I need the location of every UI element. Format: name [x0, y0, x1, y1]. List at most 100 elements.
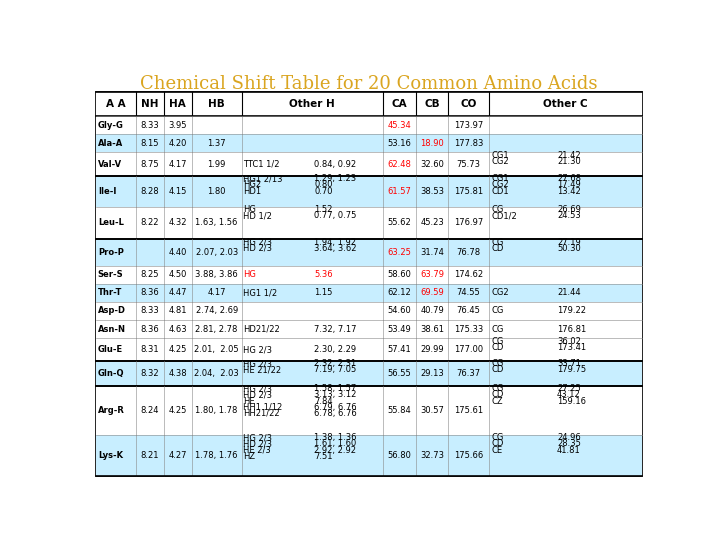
Text: Chemical Shift Table for 20 Common Amino Acids: Chemical Shift Table for 20 Common Amino… [140, 75, 598, 93]
Text: 38.61: 38.61 [420, 325, 444, 334]
Text: CD: CD [492, 343, 504, 352]
Text: 0.80: 0.80 [315, 180, 333, 190]
Text: Ile-I: Ile-I [98, 187, 116, 195]
Text: 4.38: 4.38 [168, 369, 187, 378]
Text: HG1 2/13: HG1 2/13 [243, 174, 283, 183]
Text: 8.24: 8.24 [140, 406, 159, 415]
Text: HG: HG [243, 270, 256, 279]
Text: Leu-L: Leu-L [98, 219, 124, 227]
Text: 2.92, 2.92: 2.92, 2.92 [315, 446, 356, 455]
Text: HD 1/2: HD 1/2 [243, 211, 272, 220]
Text: HE: HE [243, 396, 255, 406]
Text: CG2: CG2 [492, 288, 509, 298]
Text: NH: NH [141, 99, 158, 109]
Text: 4.50: 4.50 [168, 270, 186, 279]
Text: 36.02: 36.02 [557, 336, 581, 346]
Text: 8.15: 8.15 [140, 139, 159, 147]
Text: 179.75: 179.75 [557, 366, 586, 374]
Text: 2.30, 2.29: 2.30, 2.29 [315, 345, 356, 354]
Text: 159.16: 159.16 [557, 396, 586, 406]
Text: 43.12: 43.12 [557, 390, 581, 400]
Text: 7.32, 7.17: 7.32, 7.17 [315, 325, 357, 334]
FancyBboxPatch shape [96, 92, 642, 116]
Text: CG: CG [492, 307, 504, 315]
Text: 29.13: 29.13 [420, 369, 444, 378]
Text: 175.33: 175.33 [454, 325, 483, 334]
Text: CB: CB [425, 99, 440, 109]
Text: Thr-T: Thr-T [98, 288, 122, 298]
Text: CG: CG [492, 359, 504, 368]
Text: HD 2/3: HD 2/3 [243, 440, 272, 448]
Text: 175.81: 175.81 [454, 187, 483, 195]
FancyBboxPatch shape [96, 116, 642, 134]
Text: 1.58, 1.57: 1.58, 1.57 [315, 384, 356, 393]
Text: Gly-G: Gly-G [98, 120, 124, 130]
Text: 76.45: 76.45 [456, 307, 480, 315]
Text: 8.28: 8.28 [140, 187, 159, 195]
Text: 27.68: 27.68 [557, 174, 581, 183]
Text: CD: CD [492, 440, 504, 448]
Text: HG 2/3: HG 2/3 [243, 359, 272, 368]
Text: HE 2/3: HE 2/3 [243, 446, 271, 455]
Text: 1.80: 1.80 [207, 187, 226, 195]
Text: 2.32, 2.31: 2.32, 2.31 [315, 359, 356, 368]
Text: 173.97: 173.97 [454, 120, 483, 130]
Text: CG: CG [492, 238, 504, 247]
Text: HG 2/3: HG 2/3 [243, 238, 272, 247]
Text: HD1: HD1 [243, 186, 261, 195]
Text: CZ: CZ [492, 396, 503, 406]
Text: 2.81, 2.78: 2.81, 2.78 [195, 325, 238, 334]
Text: 55.62: 55.62 [388, 219, 412, 227]
Text: CD: CD [492, 390, 504, 400]
Text: 33.71: 33.71 [557, 359, 581, 368]
Text: 2.01,  2.05: 2.01, 2.05 [194, 345, 239, 354]
Text: 69.59: 69.59 [420, 288, 444, 298]
Text: CG1: CG1 [492, 151, 509, 160]
FancyBboxPatch shape [96, 152, 642, 176]
Text: 4.20: 4.20 [168, 139, 186, 147]
Text: CE: CE [492, 446, 503, 455]
Text: 1.38, 1.36: 1.38, 1.36 [315, 433, 357, 442]
Text: 7.19, 7.05: 7.19, 7.05 [315, 366, 356, 374]
Text: 63.79: 63.79 [420, 270, 444, 279]
Text: CO: CO [460, 99, 477, 109]
Text: HA: HA [169, 99, 186, 109]
Text: 173.41: 173.41 [557, 343, 586, 352]
Text: CG: CG [492, 325, 504, 334]
Text: 4.63: 4.63 [168, 325, 187, 334]
Text: 30.57: 30.57 [420, 406, 444, 415]
Text: TTC1 1/2: TTC1 1/2 [243, 159, 280, 168]
Text: 21.30: 21.30 [557, 157, 581, 166]
Text: HG 2/3: HG 2/3 [243, 433, 272, 442]
Text: 8.36: 8.36 [140, 288, 159, 298]
FancyBboxPatch shape [96, 320, 642, 338]
Text: 76.78: 76.78 [456, 248, 481, 257]
Text: 28.35: 28.35 [557, 440, 581, 448]
Text: CG: CG [492, 384, 504, 393]
Text: 4.17: 4.17 [207, 288, 226, 298]
Text: CG2: CG2 [492, 180, 509, 190]
Text: 8.25: 8.25 [140, 270, 159, 279]
Text: 63.25: 63.25 [388, 248, 412, 257]
Text: 21.42: 21.42 [557, 151, 580, 160]
Text: 13.42: 13.42 [557, 186, 581, 195]
Text: 56.55: 56.55 [388, 369, 412, 378]
Text: 75.73: 75.73 [456, 159, 481, 168]
Text: 62.12: 62.12 [388, 288, 412, 298]
FancyBboxPatch shape [96, 134, 642, 152]
Text: 8.22: 8.22 [140, 219, 159, 227]
Text: 7.84: 7.84 [315, 396, 333, 406]
Text: 4.15: 4.15 [168, 187, 186, 195]
Text: HE 21/22: HE 21/22 [243, 366, 282, 374]
Text: Asp-D: Asp-D [98, 307, 126, 315]
Text: 27.25: 27.25 [557, 384, 581, 393]
Text: 0.77, 0.75: 0.77, 0.75 [315, 211, 356, 220]
Text: 175.61: 175.61 [454, 406, 483, 415]
Text: 3.88, 3.86: 3.88, 3.86 [195, 270, 238, 279]
Text: 55.84: 55.84 [388, 406, 412, 415]
Text: 4.25: 4.25 [168, 406, 186, 415]
Text: 4.32: 4.32 [168, 219, 187, 227]
Text: CD: CD [492, 244, 504, 253]
Text: HZ: HZ [243, 451, 256, 461]
Text: 8.36: 8.36 [140, 325, 159, 334]
